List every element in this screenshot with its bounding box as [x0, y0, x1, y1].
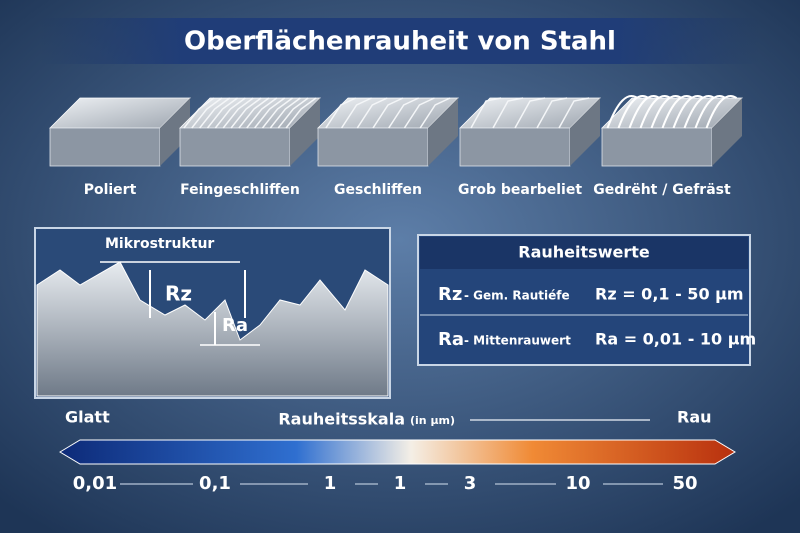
- texture: [238, 97, 270, 129]
- scale-tick: 1: [394, 473, 407, 494]
- texture: [705, 95, 738, 129]
- texture: [269, 97, 301, 129]
- texture: [261, 97, 293, 129]
- texture: [214, 97, 246, 129]
- texture: [683, 95, 716, 129]
- row-value: Rz = 0,1 - 50 µm: [595, 285, 744, 304]
- texture: [285, 97, 317, 129]
- texture: [492, 97, 524, 129]
- texture: [536, 97, 568, 129]
- texture: [246, 97, 278, 129]
- texture: [277, 97, 309, 129]
- row-name: - Gem. Rautiéfe: [464, 289, 570, 303]
- texture: [419, 97, 451, 129]
- sample-front: [601, 127, 713, 167]
- texture: [199, 97, 231, 129]
- sample-front: [179, 127, 291, 167]
- texture: [222, 97, 254, 129]
- texture: [514, 97, 546, 129]
- scale-tick: 1: [324, 473, 337, 494]
- scale-tick: 0,1: [199, 473, 231, 494]
- texture: [617, 95, 650, 129]
- table-title: Rauheitswerte: [518, 243, 650, 262]
- row-name: - Mittenrauwert: [464, 334, 571, 348]
- row-value: Ra = 0,01 - 10 µm: [595, 330, 756, 349]
- title: Oberflächenrauheit von Stahl: [184, 27, 616, 57]
- scale-tick: 3: [464, 473, 477, 494]
- texture: [254, 97, 286, 129]
- texture: [403, 97, 435, 129]
- row-symbol: Rz: [438, 284, 462, 305]
- scale-right: Rau: [677, 408, 712, 427]
- title-banner: [40, 18, 760, 64]
- scale-tick: 0,01: [73, 473, 117, 494]
- texture: [470, 97, 502, 129]
- sample-side: [428, 98, 458, 166]
- rz-label: Rz: [165, 282, 192, 306]
- scale-left: Glatt: [65, 408, 110, 427]
- texture: [558, 97, 590, 129]
- texture: [650, 95, 683, 129]
- texture: [183, 97, 215, 129]
- sample-label: Poliert: [84, 182, 137, 198]
- scale-title: Rauheitsskala: [278, 410, 405, 429]
- texture: [661, 95, 694, 129]
- ra-label: Ra: [222, 315, 248, 336]
- texture: [672, 95, 705, 129]
- texture: [206, 97, 238, 129]
- scale-bar: [59, 439, 736, 465]
- sample-side: [160, 98, 190, 166]
- sample-label: Gedrëht / Gefräst: [593, 182, 731, 198]
- texture: [356, 97, 388, 129]
- texture: [191, 97, 223, 129]
- sample-label: Feingeschliffen: [180, 182, 300, 198]
- roughness-profile: [36, 261, 389, 397]
- sample-label: Grob bearbeliet: [458, 182, 582, 198]
- texture: [230, 97, 262, 129]
- scale-tick: 10: [565, 473, 590, 494]
- table-header: [420, 237, 748, 269]
- texture: [694, 95, 727, 129]
- texture: [639, 95, 672, 129]
- sample-front: [317, 127, 429, 167]
- sample-side: [290, 98, 320, 166]
- microstructure-title: Mikrostruktur: [105, 236, 214, 252]
- texture: [606, 95, 639, 129]
- sample-side: [712, 98, 742, 166]
- sample-side: [570, 98, 600, 166]
- row-symbol: Ra: [438, 329, 464, 350]
- scale-tick: 50: [672, 473, 697, 494]
- texture: [372, 97, 404, 129]
- sample-label: Geschliffen: [334, 182, 422, 198]
- texture: [340, 97, 372, 129]
- scale-unit: (in µm): [410, 414, 455, 427]
- sample-front: [49, 127, 161, 167]
- sample-front: [459, 127, 571, 167]
- texture: [388, 97, 420, 129]
- texture: [325, 97, 357, 129]
- texture: [628, 95, 661, 129]
